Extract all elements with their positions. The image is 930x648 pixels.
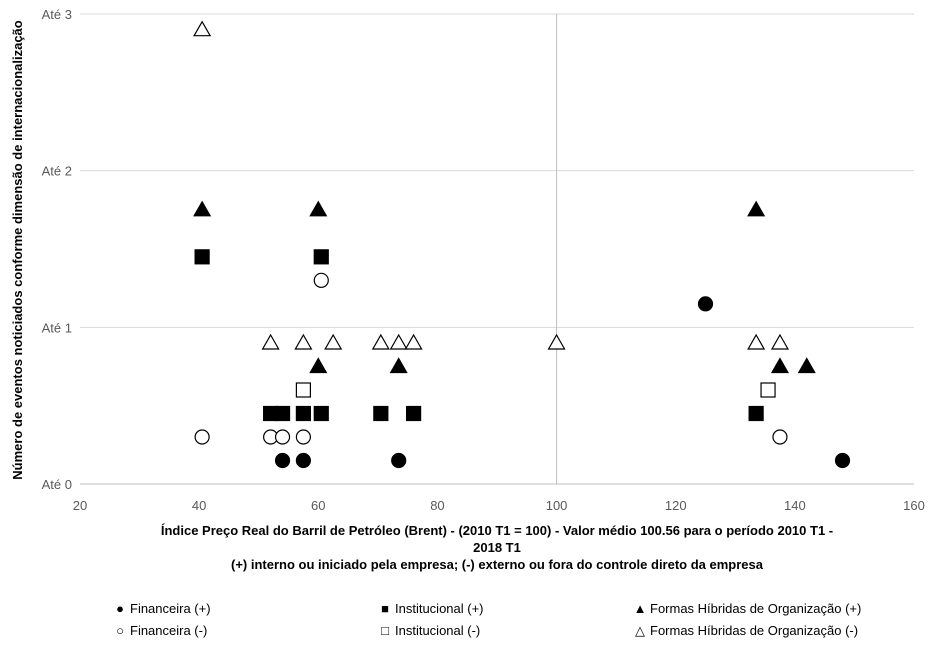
data-point-square [313,405,329,422]
x-tick-label: 40 [192,498,206,513]
legend-item-financeira-pos: ● Financeira (+) [112,601,211,616]
filled-triangle-icon: ▲ [633,601,647,616]
data-point-square [274,405,291,422]
data-point-triangle [309,200,328,217]
x-tick-label: 120 [665,498,687,513]
open-square-icon: □ [381,623,389,638]
legend-item-institucional-pos: ■ Institucional (+) [377,601,484,616]
y-tick-label: Até 0 [42,477,72,492]
y-tick-label: Até 1 [42,320,72,335]
legend-label: Financeira (-) [130,623,208,638]
data-point-circle [834,452,851,469]
tick-labels: Até 0 Até 1 Até 2 Até 3 20 40 60 80 100 120 140 160 [42,7,925,513]
legend-label: Financeira (+) [130,601,211,616]
x-tick-label: 140 [784,498,806,513]
data-point-circle [295,429,311,445]
data-point-square [295,382,311,398]
data-point-triangle [261,333,280,350]
data-point-triangle [547,333,566,350]
legend-item-hibridas-neg: △ Formas Híbridas de Organização (-) [632,623,858,639]
x-axis-label-line-2: 2018 T1 [473,540,521,555]
legend-row-negative: ○ Financeira (-) □ Institucional (-) △ Form… [0,623,930,645]
legend-label: Institucional (-) [395,623,481,638]
open-circle-icon: ○ [116,623,124,638]
x-tick-label: 80 [430,498,444,513]
data-point-triangle [747,200,766,217]
open-triangle-icon: △ [635,623,645,638]
data-point-triangle [389,333,408,350]
legend-label: Institucional (+) [395,601,484,616]
data-point-triangle [389,357,408,374]
data-point-square [406,405,422,422]
data-point-circle [295,452,311,469]
x-tick-label: 20 [73,498,87,513]
x-tick-label: 60 [311,498,325,513]
data-point-triangle [193,20,212,37]
grid-lines [80,13,914,328]
legend-label: Formas Híbridas de Organização (-) [650,623,859,638]
legend-item-financeira-neg: ○ Financeira (-) [112,623,207,638]
x-tick-label: 100 [546,498,568,513]
data-point-triangle [324,333,343,350]
data-point-square [373,405,389,422]
data-point-square [295,405,311,422]
legend-item-institucional-neg: □ Institucional (-) [377,623,480,638]
data-point-circle [391,452,407,469]
data-point-circle [274,452,291,469]
filled-square-icon: ■ [381,601,389,616]
data-point-triangle [371,333,390,350]
y-axis-label: Número de eventos noticiados conforme di… [10,20,25,480]
legend-item-hibridas-pos: ▲ Formas Híbridas de Organização (+) [632,601,862,616]
data-point-triangle [747,333,766,350]
data-point-triangle [404,333,423,350]
data-point-triangle [770,357,789,374]
legend-label: Formas Híbridas de Organização (+) [650,601,862,616]
data-point-circle [194,429,210,445]
data-point-square [760,382,776,398]
data-point-square [313,249,329,265]
data-point-circle [772,429,788,445]
legend-row-positive: ● Financeira (+) ■ Institucional (+) ▲ Form… [0,601,930,623]
y-tick-label: Até 3 [42,7,72,22]
axes [80,14,914,485]
data-points [193,20,851,469]
x-axis-label-line-1: Índice Preço Real do Barril de Petróleo … [160,523,834,538]
data-point-square [748,405,764,422]
data-point-triangle [770,333,789,350]
filled-circle-icon: ● [116,601,124,616]
data-point-circle [274,429,291,445]
chart-subtitle: (+) interno ou iniciado pela empresa; (-… [230,557,763,572]
x-tick-label: 160 [903,498,925,513]
data-point-circle [313,272,329,288]
y-tick-label: Até 2 [42,164,72,179]
data-point-square [194,249,210,265]
legend: ● Financeira (+) ■ Institucional (+) ▲ Form… [0,601,930,645]
data-point-triangle [797,357,816,374]
data-point-triangle [294,333,313,350]
x-axis-label: Índice Preço Real do Barril de Petróleo … [80,522,914,573]
data-point-triangle [309,357,328,374]
data-point-circle [697,296,714,312]
data-point-triangle [193,200,212,217]
